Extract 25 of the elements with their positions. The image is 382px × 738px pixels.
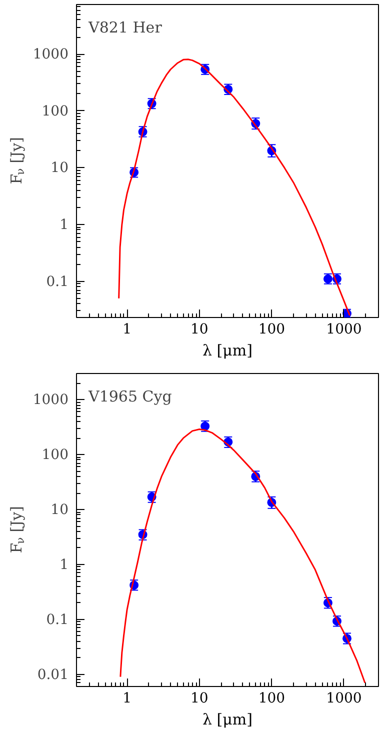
y-tick-label: 100	[42, 103, 69, 120]
y-tick-label: 0.01	[37, 666, 68, 683]
y-tick-label: 1000	[32, 46, 69, 63]
annotation: V821 Her	[88, 18, 163, 36]
y-tick-label: 0.1	[46, 612, 68, 628]
x-tick-label: 1	[122, 322, 132, 338]
y-tick-label: 1	[60, 216, 69, 233]
x-axis-title: λ [μm]	[202, 342, 252, 360]
y-axis-title: Fν [Jy]	[8, 506, 27, 554]
y-axis-title: Fν [Jy]	[8, 136, 27, 184]
x-axis-title: λ [μm]	[202, 710, 252, 728]
x-tick-label: 100	[258, 322, 286, 338]
y-tick-label: 1	[60, 556, 69, 573]
x-tick-label: 1000	[326, 690, 362, 706]
y-tick-label: 10	[50, 160, 69, 176]
y-tick-label: 100	[42, 447, 69, 464]
y-tick-label: 1000	[32, 392, 69, 408]
annotation: V1965 Cyg	[88, 388, 172, 406]
y-tick-label: 0.1	[46, 274, 68, 290]
x-tick-label: 1000	[326, 322, 362, 338]
x-tick-label: 10	[190, 690, 208, 706]
y-tick-label: 10	[50, 502, 69, 518]
x-tick-label: 100	[258, 690, 286, 706]
x-tick-label: 1	[122, 690, 132, 706]
x-tick-label: 10	[190, 322, 208, 338]
